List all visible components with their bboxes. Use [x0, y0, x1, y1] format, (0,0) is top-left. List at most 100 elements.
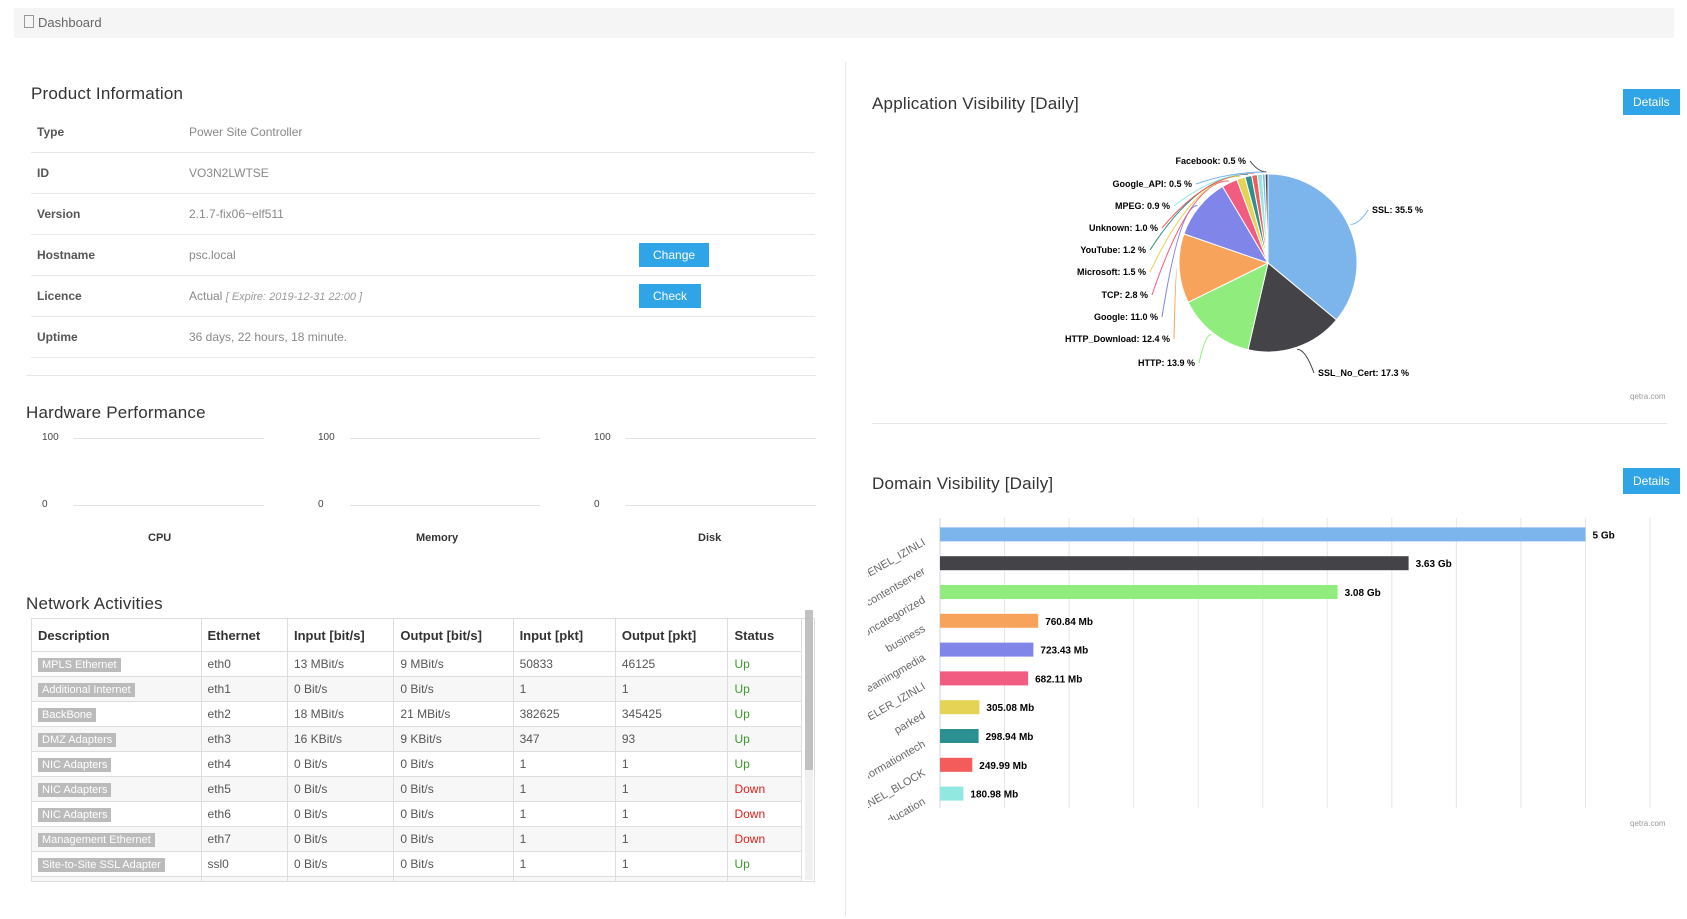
network-cell: 18 MBit/s: [287, 701, 395, 727]
hw-gauge-label: Memory: [416, 532, 459, 544]
network-row[interactable]: NIC Adapters eth4 0 Bit/s 0 Bit/s 1 1 Up: [32, 751, 802, 777]
hw-axis-max: 100: [42, 432, 59, 443]
pie-connector: [1297, 348, 1315, 374]
network-cell: eth1: [201, 676, 289, 702]
interface-label: NIC Adapters: [38, 758, 112, 772]
network-scrollbar[interactable]: [805, 610, 813, 880]
network-col-header[interactable]: Ethernet: [201, 619, 289, 652]
product-info-title: Product Information: [31, 84, 184, 103]
pie-connector: [1195, 171, 1264, 185]
product-info-label: Version: [31, 193, 183, 235]
pie-label: YouTube: 1.2 %: [1080, 245, 1146, 255]
domain-details-button[interactable]: Details: [1623, 468, 1680, 494]
product-info-label: Type: [31, 112, 183, 153]
network-cell: 1: [615, 751, 729, 777]
product-info-row: Version 2.1.7-fix06~elf511: [31, 193, 815, 235]
pie-slice-ssl[interactable]: [1267, 173, 1358, 321]
network-table-wrapper[interactable]: Description Ethernet Input [bit/s] Output […: [31, 618, 815, 882]
network-row[interactable]: Management Ethernet eth7 0 Bit/s 0 Bit/s 1 1 D…: [32, 826, 802, 852]
interface-label: DMZ Adapters: [38, 733, 117, 747]
network-title: Network Activities: [26, 594, 163, 613]
pie-slice-http_download[interactable]: [1178, 233, 1270, 303]
network-col-header[interactable]: Input [pkt]: [513, 619, 616, 652]
bar-category-label: business: [884, 623, 928, 655]
network-cell: eth5: [201, 776, 289, 802]
bar-streamingmedia[interactable]: [940, 642, 1034, 657]
network-cell: 21 MBit/s: [393, 701, 514, 727]
pie-label: Facebook: 0.5 %: [1175, 156, 1246, 166]
bar-user_genel_block[interactable]: [940, 757, 973, 772]
network-row[interactable]: Additional Internet eth1 0 Bit/s 0 Bit/s 1 1 U…: [32, 676, 802, 702]
product-info-value: VO3N2LWTSE: [189, 166, 269, 180]
pie-slice-http[interactable]: [1187, 262, 1269, 351]
network-cell: 1: [615, 851, 729, 877]
network-cell: 50833: [513, 651, 616, 677]
check-button[interactable]: Check: [639, 284, 702, 308]
pie-slice-ssl_no_cert[interactable]: [1247, 262, 1338, 353]
network-cell: 9 MBit/s: [393, 651, 514, 677]
interface-label: MPLS Ethernet: [38, 658, 121, 672]
product-info-value: Power Site Controller: [189, 125, 303, 139]
bar-user_genel_izinli[interactable]: [940, 527, 1586, 542]
product-info-value-cell: Power Site Controller: [183, 112, 633, 153]
network-row[interactable]: NIC Adapters eth6 0 Bit/s 0 Bit/s 1 1 Down: [32, 801, 802, 827]
breadcrumb-label: Dashboard: [38, 15, 102, 30]
breadcrumb[interactable]: Dashboard: [24, 15, 102, 30]
domain-chart-credit[interactable]: qetra.com: [1630, 819, 1666, 828]
hardware-title: Hardware Performance: [26, 403, 206, 422]
network-cell: 0 Bit/s: [393, 851, 514, 877]
network-cell: Up: [727, 701, 802, 727]
network-col-header[interactable]: Output [bit/s]: [393, 619, 514, 652]
bar-informationtech[interactable]: [940, 729, 979, 743]
network-cell: eth4: [201, 751, 289, 777]
bar-education[interactable]: [940, 786, 964, 801]
network-cell: 9 KBit/s: [393, 726, 514, 752]
network-cell: 16 KBit/s: [287, 726, 395, 752]
hw-gridline: [626, 438, 816, 439]
bar-business[interactable]: [940, 613, 1039, 628]
bar-value-label: 180.98 Mb: [970, 790, 1018, 801]
network-cell: 0 Bit/s: [287, 801, 395, 827]
bar-value-label: 298.94 Mb: [986, 732, 1034, 743]
network-cell: 93: [615, 726, 729, 752]
app-pie-chart: SSL: 35.5 % SSL_No_Cert: 17.3 % HTTP: 13.9…: [1065, 156, 1423, 378]
network-cell: 0 Bit/s: [287, 751, 395, 777]
network-col-header[interactable]: Status: [727, 619, 802, 652]
app-details-button[interactable]: Details: [1623, 89, 1680, 115]
network-cell: 1: [513, 776, 616, 802]
network-row[interactable]: DMZ Adapters eth3 16 KBit/s 9 KBit/s 347 93 Up: [32, 726, 802, 752]
pie-slice-facebook[interactable]: [1264, 173, 1269, 264]
network-row[interactable]: Site-to-Site SSL Adapter ssl0 0 Bit/s 0 Bit…: [32, 851, 802, 877]
scrollbar-thumb[interactable]: [805, 610, 813, 770]
pie-label: MPEG: 0.9 %: [1115, 201, 1170, 211]
change-button[interactable]: Change: [639, 243, 710, 267]
interface-label: Management Ethernet: [38, 833, 155, 847]
product-info-action-cell: [633, 152, 815, 194]
breadcrumb-bar: Dashboard: [14, 8, 1674, 38]
network-cell: [393, 876, 514, 881]
network-cell: 0 Bit/s: [287, 851, 395, 877]
pie-connector: [1249, 160, 1267, 173]
network-col-header[interactable]: Description: [32, 619, 202, 652]
network-cell: 0 Bit/s: [287, 776, 395, 802]
network-row[interactable]: MPLS Ethernet eth0 13 MBit/s 9 MBit/s 50833 4…: [32, 651, 802, 677]
bar-gazeteler_izinli[interactable]: [940, 671, 1029, 686]
status-text: Up: [734, 682, 750, 696]
app-chart-credit[interactable]: qetra.com: [1630, 392, 1666, 401]
network-row[interactable]: NIC Adapters eth5 0 Bit/s 0 Bit/s 1 1 Down: [32, 776, 802, 802]
bar-parked[interactable]: [940, 700, 980, 715]
network-col-header[interactable]: Output [pkt]: [615, 619, 729, 652]
status-text: Up: [734, 757, 750, 771]
hw-gauge-cpu: 100 0 CPU: [42, 432, 264, 552]
network-cell: [32, 876, 202, 881]
hw-axis-min: 0: [594, 499, 600, 510]
hw-axis-min: 0: [318, 499, 324, 510]
domain-visibility-title: Domain Visibility [Daily]: [872, 474, 1054, 493]
product-info-value-cell: Actual [ Expire: 2019-12-31 22:00 ]: [183, 275, 633, 317]
bar-contentserver[interactable]: [940, 556, 1409, 571]
network-col-header[interactable]: Input [bit/s]: [287, 619, 395, 652]
network-cell: 0 Bit/s: [393, 776, 514, 802]
product-info-row: Type Power Site Controller: [31, 112, 815, 153]
bar-uncategorized[interactable]: [940, 585, 1338, 599]
network-row[interactable]: BackBone eth2 18 MBit/s 21 MBit/s 382625 3454…: [32, 701, 802, 727]
